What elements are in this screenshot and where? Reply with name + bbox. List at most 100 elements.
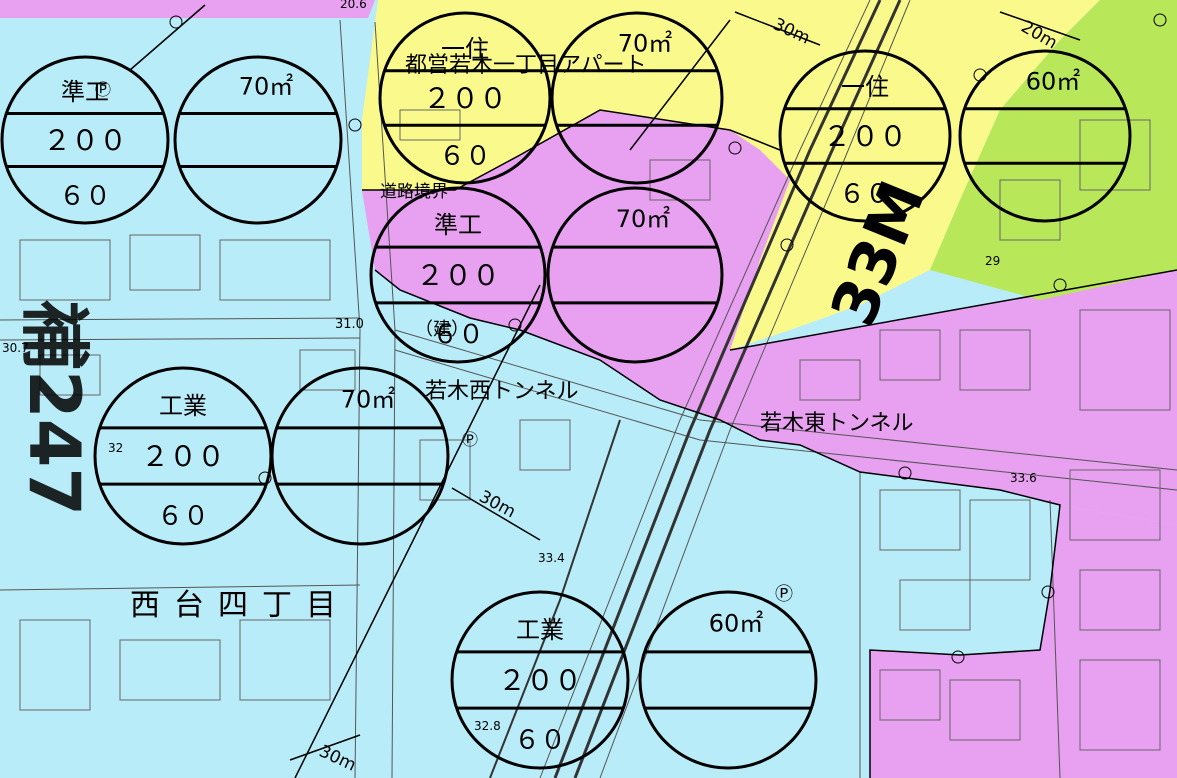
zone-type-label: 準工	[434, 211, 482, 239]
zone-circle-left	[369, 186, 547, 364]
zone-circle-right	[546, 186, 724, 364]
road-boundary-label: 道路境界	[380, 182, 448, 202]
wakagi-east-tunnel-label: 若木東トンネル	[760, 411, 914, 436]
building	[299, 349, 356, 391]
building	[39, 354, 101, 396]
building	[949, 679, 1021, 741]
building-coverage-ratio-label: ６０	[59, 182, 111, 212]
zone-circle-right	[638, 590, 818, 770]
zone-boundary	[374, 269, 1061, 778]
building	[879, 329, 941, 381]
elevation-label: 32.8	[474, 719, 501, 733]
zone-type-label: 工業	[516, 616, 564, 644]
building	[1079, 659, 1161, 751]
building	[959, 329, 1031, 391]
road-line	[0, 337, 361, 341]
zone-circle-left	[450, 590, 630, 770]
reference-point	[169, 15, 183, 29]
building	[239, 619, 331, 701]
building	[219, 239, 331, 301]
building-footprints	[19, 109, 1171, 751]
building-coverage-ratio-label: ６０	[839, 179, 891, 209]
reference-point	[1041, 585, 1055, 599]
road-line	[599, 0, 911, 778]
minimum-lot-area-label: 60㎡	[1026, 67, 1081, 95]
zone-circle-pair: 準工 ２００ ６０ 70㎡	[0, 55, 343, 225]
quasi-industrial-zone-bottom-right	[870, 505, 1177, 778]
road-line	[394, 329, 1177, 471]
residential-green-zone	[930, 0, 1177, 300]
railway-line	[489, 419, 621, 778]
road-line	[0, 317, 361, 321]
zone-boundary	[729, 269, 1177, 351]
ken-mark-label: （建）	[415, 319, 469, 340]
floor-area-ratio-label: ２００	[423, 82, 507, 115]
elevation-label: 33.6	[1010, 471, 1037, 485]
reference-point	[728, 141, 742, 155]
dimension-arrow	[734, 11, 821, 46]
parking-marker: Ⓟ	[775, 584, 793, 605]
reference-point	[898, 466, 912, 480]
building	[419, 439, 471, 501]
reference-point	[348, 118, 362, 132]
minimum-lot-area-label: 60㎡	[709, 610, 764, 638]
building	[119, 639, 221, 701]
floor-area-ratio-label: ２００	[141, 440, 225, 473]
building-coverage-ratio-label: ６０	[514, 726, 566, 756]
building	[19, 619, 91, 711]
dimension-arrow	[289, 734, 361, 761]
parking-marker: Ⓟ	[95, 80, 111, 99]
building-coverage-ratio-label: ６０	[157, 502, 209, 532]
elevation-label: 31.0	[335, 317, 364, 332]
elevation-label: 30.7	[2, 341, 29, 355]
dimension-arrow	[451, 487, 541, 541]
building	[879, 669, 941, 721]
building	[899, 579, 971, 631]
zone-circle-left	[0, 55, 170, 225]
elevation-label: 20.6	[340, 0, 367, 11]
zone-circle-left	[778, 49, 952, 223]
road-line	[1049, 499, 1061, 778]
route-247-label: 補247	[13, 300, 95, 516]
zone-circle-pair: 工業 ２００ ６０ 60㎡	[450, 590, 818, 770]
reference-point	[508, 318, 522, 332]
zone-circle-pair: 工業 ２００ ６０ 70㎡	[93, 366, 450, 546]
road-line	[394, 349, 1177, 491]
road-line	[339, 19, 361, 778]
leader-line	[629, 19, 731, 151]
reference-point	[780, 238, 794, 252]
road-line	[539, 0, 871, 778]
floor-area-ratio-label: ２００	[43, 124, 127, 157]
minimum-lot-area-label: 70㎡	[618, 29, 673, 57]
building-coverage-ratio-label: ６０	[432, 320, 484, 350]
road-line	[0, 584, 361, 591]
floor-area-ratio-label: ２００	[823, 120, 907, 153]
reference-points	[169, 13, 1167, 664]
building	[1069, 469, 1161, 541]
building	[519, 419, 571, 471]
building	[129, 234, 201, 291]
leader-line	[294, 284, 541, 778]
zone-type-label: 一住	[841, 73, 889, 101]
building	[1079, 119, 1151, 191]
floor-area-ratio-label: ２００	[416, 259, 500, 292]
zone-circle-pair: 準工 ２００ ６０ 70㎡	[369, 186, 724, 364]
building	[999, 179, 1061, 241]
railway-lines	[489, 0, 902, 778]
building	[19, 239, 111, 301]
railway-line	[553, 0, 882, 778]
minimum-lot-area-label: 70㎡	[616, 205, 671, 233]
zone-type-label: 工業	[159, 392, 207, 420]
zone-type-label: 準工	[61, 78, 109, 106]
zone-circle-right	[173, 55, 343, 225]
zone-type-label: 一住	[441, 35, 489, 63]
zone-circle-pair: 一住 ２００ ６０ 70㎡	[378, 11, 724, 185]
zone-circle-left	[378, 11, 552, 185]
dimension-arrows	[129, 4, 1081, 778]
floor-area-ratio-label: ２００	[498, 664, 582, 697]
elevation-label: 32	[108, 441, 123, 455]
residential-1-zone	[362, 0, 1100, 350]
parking-marker: Ⓟ	[462, 430, 478, 449]
